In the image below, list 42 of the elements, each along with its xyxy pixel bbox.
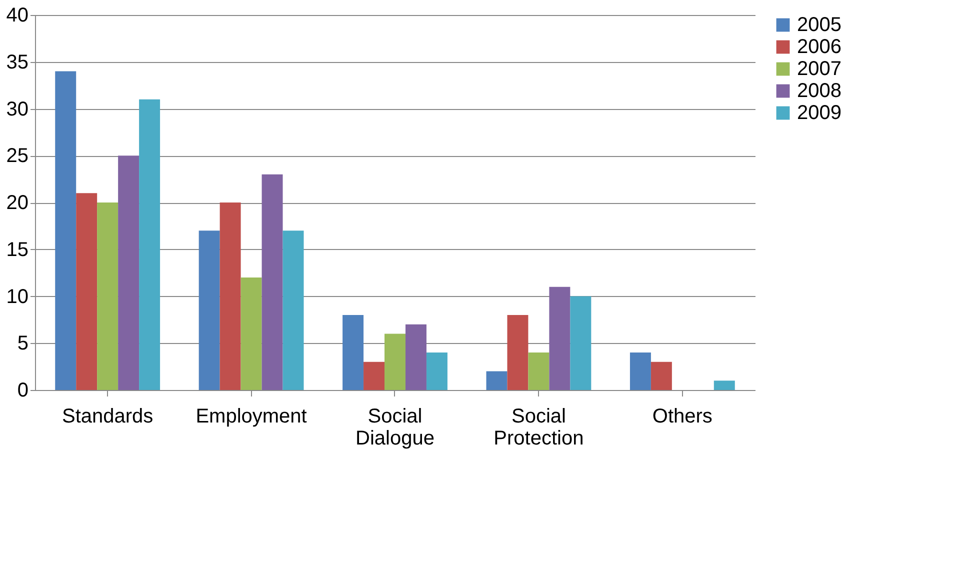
bar	[630, 352, 651, 390]
bar	[650, 362, 672, 390]
legend-label: 2006	[797, 36, 842, 58]
bar	[198, 230, 220, 390]
bar	[220, 202, 241, 390]
bar	[528, 352, 550, 390]
bar	[55, 71, 76, 390]
bar	[282, 230, 304, 390]
bar	[384, 334, 406, 390]
legend-label: 2007	[797, 58, 842, 80]
legend-label: 2009	[797, 102, 842, 124]
y-tick-label: 40	[6, 4, 28, 26]
y-tick-label: 25	[6, 145, 28, 168]
x-tick-label: Social Protection	[494, 406, 584, 450]
x-tick-label: Social Dialogue	[356, 406, 434, 450]
y-tick-label: 35	[6, 51, 28, 74]
y-tick-label: 10	[6, 286, 28, 308]
bar	[118, 156, 140, 390]
y-tick-label: 5	[17, 332, 28, 355]
bar	[139, 99, 160, 390]
y-tick-label: 15	[6, 238, 28, 261]
bar	[405, 324, 426, 390]
bar	[97, 202, 118, 390]
bar	[714, 380, 735, 390]
y-tick-label: 20	[6, 192, 28, 214]
bar	[364, 362, 385, 390]
bar	[486, 371, 508, 390]
bar	[570, 296, 592, 390]
bar	[426, 352, 448, 390]
x-tick-label: Employment	[196, 406, 308, 428]
bar	[507, 315, 528, 390]
bar	[549, 286, 570, 390]
bar	[76, 193, 98, 390]
bar	[262, 174, 283, 390]
legend-label: 2005	[797, 14, 842, 36]
bar	[342, 315, 364, 390]
legend-label: 2008	[797, 80, 842, 102]
y-tick-label: 0	[17, 380, 28, 402]
x-tick-label: Standards	[62, 406, 154, 428]
y-tick-label: 30	[6, 98, 28, 120]
x-tick-label: Others	[652, 406, 712, 428]
bar	[240, 278, 262, 390]
